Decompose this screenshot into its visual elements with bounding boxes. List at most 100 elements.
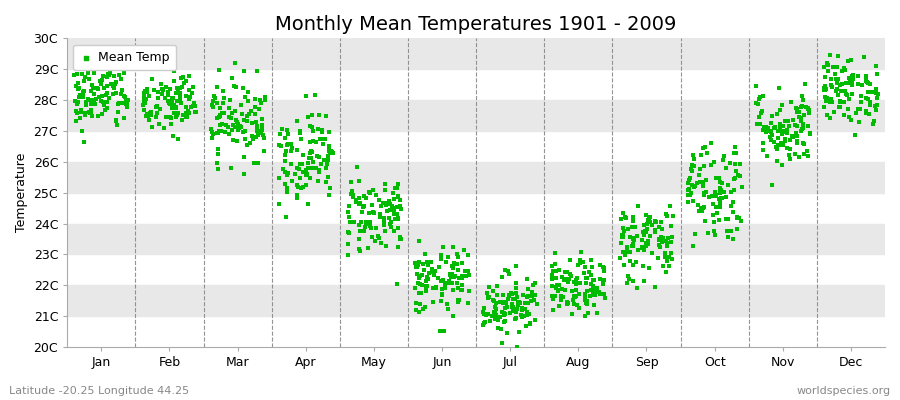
Point <box>794 127 808 134</box>
Point <box>382 201 397 208</box>
Point <box>860 72 874 79</box>
Point <box>832 82 847 88</box>
Point <box>304 149 319 155</box>
Point <box>653 244 668 250</box>
Point <box>358 219 373 226</box>
Point <box>760 153 774 159</box>
Point <box>558 269 572 275</box>
Point <box>73 114 87 121</box>
Point <box>649 218 663 225</box>
Point <box>437 282 452 288</box>
Point <box>425 266 439 272</box>
Point <box>435 292 449 298</box>
Point <box>613 240 627 246</box>
Point <box>174 75 188 81</box>
Point <box>352 201 366 207</box>
Point <box>173 90 187 96</box>
Point <box>429 285 444 292</box>
Point <box>356 192 371 199</box>
Point <box>566 293 580 300</box>
Point <box>622 276 636 282</box>
Point <box>552 303 566 310</box>
Point <box>212 128 227 134</box>
Point <box>593 291 608 298</box>
Point <box>85 113 99 119</box>
Point <box>306 138 320 144</box>
Point <box>841 58 855 64</box>
Point <box>438 285 453 291</box>
Point <box>630 284 644 291</box>
Point <box>589 290 603 296</box>
Point <box>596 280 610 286</box>
Point <box>555 294 570 300</box>
Point <box>321 174 336 180</box>
Point <box>294 161 309 167</box>
Point <box>785 132 799 139</box>
Point <box>248 111 262 118</box>
Point <box>114 76 129 82</box>
Point <box>554 274 569 280</box>
Point <box>445 270 459 277</box>
Point <box>528 292 543 298</box>
Point <box>648 229 662 236</box>
Point <box>659 211 673 218</box>
Point <box>482 294 496 300</box>
Point <box>346 219 361 225</box>
Point <box>778 136 792 142</box>
Point <box>487 298 501 304</box>
Point <box>734 161 748 168</box>
Point <box>106 73 121 80</box>
Point <box>309 139 323 145</box>
Point <box>772 107 787 114</box>
Point <box>163 114 177 120</box>
Point <box>153 106 167 112</box>
Point <box>205 98 220 105</box>
Point <box>450 280 464 286</box>
Point <box>770 110 785 117</box>
Point <box>724 202 738 209</box>
Point <box>414 290 428 296</box>
Point <box>572 259 587 266</box>
Point <box>72 85 86 91</box>
Point <box>301 200 315 207</box>
Point <box>779 130 794 136</box>
Point <box>413 280 428 287</box>
Point <box>497 299 511 306</box>
Point <box>564 288 579 294</box>
Point <box>752 121 767 127</box>
Point <box>393 236 408 243</box>
Point <box>279 148 293 154</box>
Point <box>569 277 583 284</box>
Point <box>231 127 246 133</box>
Point <box>725 199 740 206</box>
Point <box>684 166 698 172</box>
Point <box>391 181 405 188</box>
Point <box>638 211 652 218</box>
Point <box>586 288 600 295</box>
Point <box>505 304 519 311</box>
Point <box>713 204 727 210</box>
Point <box>373 211 387 217</box>
Point <box>578 297 592 303</box>
Point <box>682 177 697 183</box>
Point <box>315 127 329 134</box>
Point <box>276 166 291 172</box>
Point <box>299 172 313 178</box>
Point <box>786 134 800 140</box>
Point <box>187 100 202 107</box>
Point <box>637 247 652 253</box>
Point <box>454 287 468 293</box>
Point <box>756 140 770 146</box>
Point <box>776 123 790 130</box>
Point <box>281 170 295 176</box>
Point <box>626 243 641 249</box>
Point <box>91 113 105 120</box>
Point <box>706 212 720 219</box>
Point <box>621 273 635 280</box>
Point <box>552 282 566 288</box>
Point <box>372 197 386 203</box>
Point <box>477 319 491 326</box>
Point <box>364 225 378 232</box>
Point <box>477 311 491 318</box>
Point <box>691 208 706 214</box>
